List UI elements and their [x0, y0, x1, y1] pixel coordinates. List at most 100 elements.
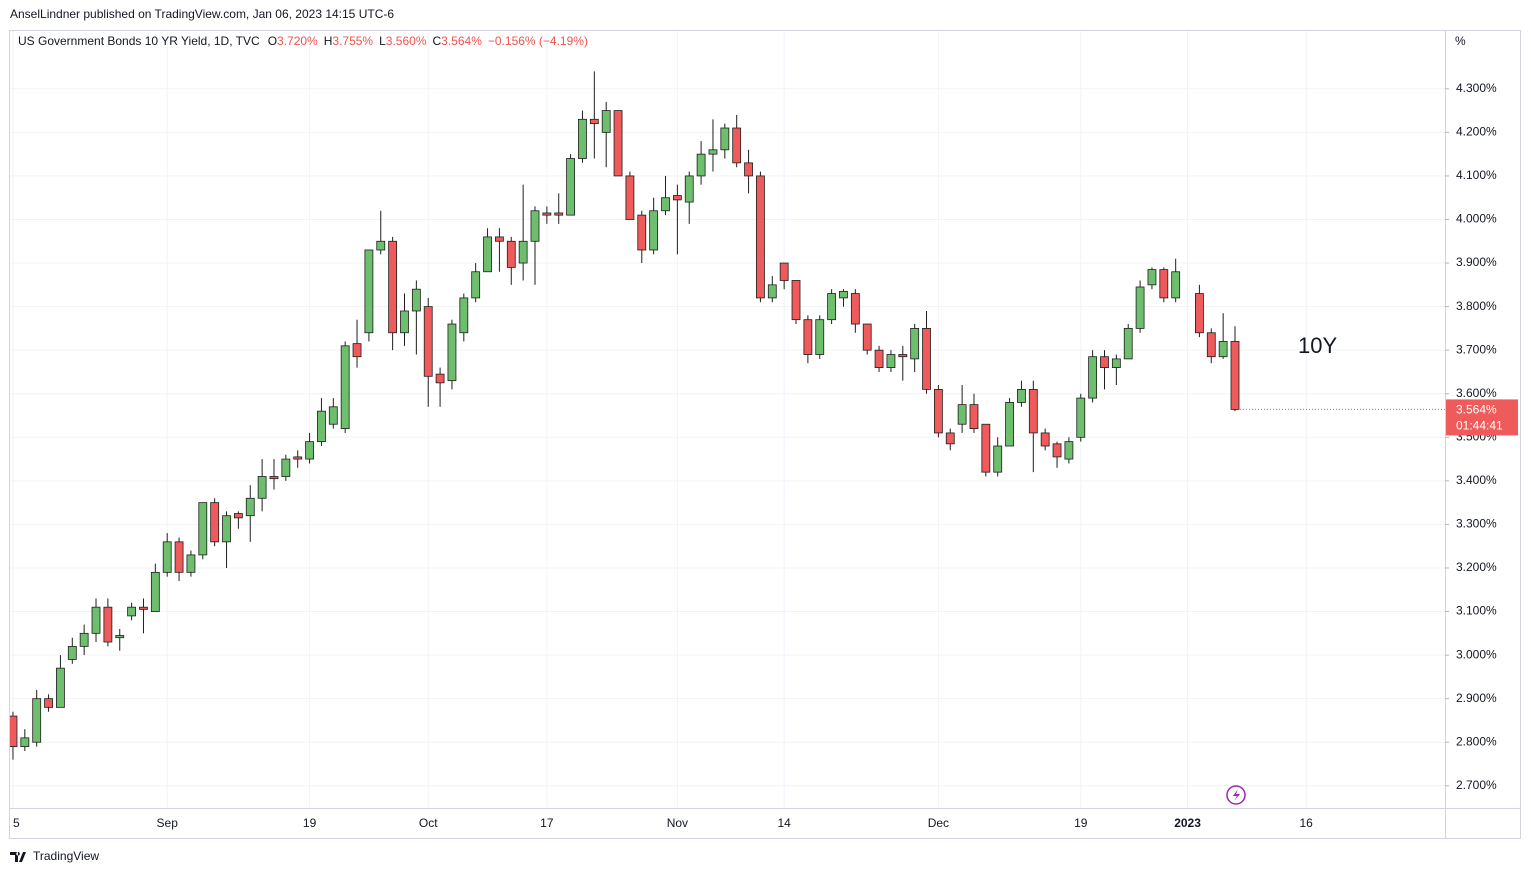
candle-body	[732, 127, 742, 164]
candle-body	[305, 441, 314, 460]
x-tick-label: Nov	[667, 816, 688, 830]
candle-body	[186, 554, 196, 573]
candle-body	[672, 195, 682, 201]
candle-body	[400, 310, 409, 334]
x-tick-label: 2023	[1174, 816, 1201, 830]
countdown-label: 01:44:41	[1456, 419, 1503, 433]
candle-body	[56, 667, 65, 708]
y-tick-label: 3.000%	[1456, 647, 1497, 661]
candle-body	[435, 373, 445, 384]
candle-body	[506, 240, 516, 268]
ohlc-value: 3.564%	[441, 34, 482, 48]
alert-bolt	[1233, 789, 1240, 801]
candle-body	[483, 236, 492, 273]
candle-body	[150, 571, 160, 612]
candle-body	[827, 293, 837, 321]
candle-body	[981, 423, 991, 473]
logo-mark	[10, 852, 26, 862]
ohlc-value: 3.720%	[277, 34, 318, 48]
candle-body	[340, 345, 350, 429]
candle-body	[542, 212, 552, 216]
x-tick-label: Sep	[157, 816, 179, 830]
candle-body	[376, 240, 386, 251]
candle-body	[850, 293, 860, 325]
y-tick-label: 3.300%	[1456, 517, 1497, 531]
candle-body	[1052, 443, 1062, 458]
candle-body	[352, 343, 362, 358]
candle-body	[1195, 293, 1204, 334]
legend: US Government Bonds 10 YR Yield, 1D, TVC…	[18, 34, 588, 48]
chart-frame	[9, 30, 1521, 839]
candle-body	[328, 406, 338, 425]
candle-body	[162, 541, 172, 573]
candle-body	[79, 632, 89, 647]
logo: TradingView	[10, 849, 99, 863]
candle-body	[411, 288, 421, 312]
y-tick-label: 3.800%	[1456, 299, 1497, 313]
candle-body	[969, 404, 979, 429]
candle-body	[269, 476, 279, 480]
y-tick-label: 2.700%	[1456, 778, 1497, 792]
unit-label: %	[1455, 34, 1466, 48]
y-tick-label: 3.600%	[1456, 386, 1497, 400]
y-tick-label: 3.900%	[1456, 255, 1497, 269]
candle-body	[44, 698, 53, 708]
symbol-title: US Government Bonds 10 YR Yield, 1D, TVC	[18, 34, 260, 48]
candle-body	[779, 262, 789, 281]
candle-body	[103, 606, 113, 643]
y-tick-label: 4.300%	[1456, 81, 1497, 95]
candle-body	[115, 635, 125, 639]
ohlc-key: H	[324, 34, 333, 48]
candle-body	[613, 110, 623, 177]
candles	[10, 71, 1240, 760]
candle-body	[317, 410, 326, 443]
candle-body	[1064, 441, 1074, 460]
candle-body	[222, 515, 231, 543]
ohlc-value: 3.755%	[332, 34, 373, 48]
y-tick-label: 4.200%	[1456, 125, 1497, 139]
candle-body	[1206, 332, 1216, 358]
y-tick-label: 4.000%	[1456, 212, 1497, 226]
candle-body	[720, 127, 730, 151]
candle-body	[388, 240, 398, 334]
y-tick-label: 3.100%	[1456, 604, 1497, 618]
ohlc: O3.720% H3.755% L3.560% C3.564%	[268, 34, 483, 48]
candle-body	[661, 197, 670, 212]
x-tick-label: 16	[1300, 816, 1314, 830]
candle-body	[459, 297, 469, 334]
candle-body	[589, 118, 599, 125]
candle-body	[649, 210, 659, 251]
candle-body	[767, 284, 777, 299]
candle-body	[910, 327, 920, 360]
candle-body	[554, 212, 564, 216]
y-tick-label: 4.100%	[1456, 168, 1497, 182]
annotation: 10Y	[1298, 333, 1337, 358]
candle-body	[518, 240, 528, 264]
candle-body	[257, 476, 267, 499]
candle-body	[874, 349, 884, 368]
candle-body	[839, 290, 848, 299]
x-tick-label: Oct	[419, 816, 438, 830]
candle-body	[696, 153, 706, 177]
candle-body	[815, 319, 825, 355]
candle-body	[756, 175, 765, 299]
candle-body	[293, 456, 303, 460]
candle-body	[423, 306, 433, 377]
candle-body	[791, 280, 801, 321]
candle-body	[10, 715, 18, 747]
x-tick-label: 17	[540, 816, 554, 830]
candle-body	[1076, 397, 1086, 438]
candle-body	[601, 110, 611, 133]
candle-body	[198, 502, 208, 556]
candle-body	[127, 606, 137, 617]
x-tick-label: 19	[303, 816, 317, 830]
x-tick-label: Dec	[928, 816, 949, 830]
candle-body	[886, 354, 896, 368]
candle-body	[233, 513, 243, 519]
candle-body	[1123, 327, 1133, 360]
candle-body	[1171, 271, 1181, 299]
candle-body	[495, 236, 504, 242]
y-tick-label: 3.400%	[1456, 473, 1497, 487]
alert-circle	[1226, 785, 1246, 805]
